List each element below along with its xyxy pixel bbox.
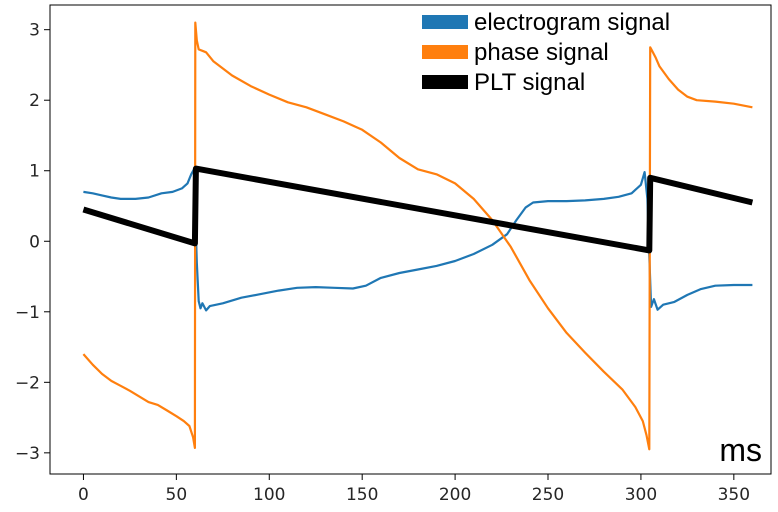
y-tick-label: 0 <box>29 232 40 252</box>
y-tick-label: 1 <box>29 162 40 182</box>
x-tick-label: 0 <box>78 485 89 505</box>
series-layer <box>82 21 754 451</box>
x-tick-label: 250 <box>532 485 564 505</box>
x-tick-label: 100 <box>253 485 285 505</box>
axes-layer: 0 50 100 150 200 250 300 350 −3 −2 −1 0 1 2 3 <box>15 21 750 505</box>
legend-swatch <box>422 15 468 29</box>
x-tick-label: 200 <box>439 485 471 505</box>
y-tick-label: −2 <box>15 373 40 393</box>
x-tick-label: 150 <box>346 485 378 505</box>
series-line-plt-signal <box>82 165 754 254</box>
legend-label: PLT signal <box>474 69 585 96</box>
legend-label: phase signal <box>474 39 609 66</box>
legend-label: electrogram signal <box>474 9 670 36</box>
legend-swatch <box>422 45 468 59</box>
y-tick-label: −1 <box>15 303 40 323</box>
x-tick-label: 300 <box>625 485 657 505</box>
y-tick-label: 2 <box>29 91 40 111</box>
y-tick-label: 3 <box>29 21 40 41</box>
x-tick-label: 350 <box>718 485 750 505</box>
legend: electrogram signal phase signal PLT signal <box>422 9 670 96</box>
x-tick-label: 50 <box>166 485 188 505</box>
series-line-phase-signal <box>82 21 753 451</box>
y-tick-label: −3 <box>15 444 40 464</box>
plot-frame <box>49 4 772 475</box>
unit-label: ms <box>719 432 762 468</box>
legend-swatch <box>422 75 468 89</box>
